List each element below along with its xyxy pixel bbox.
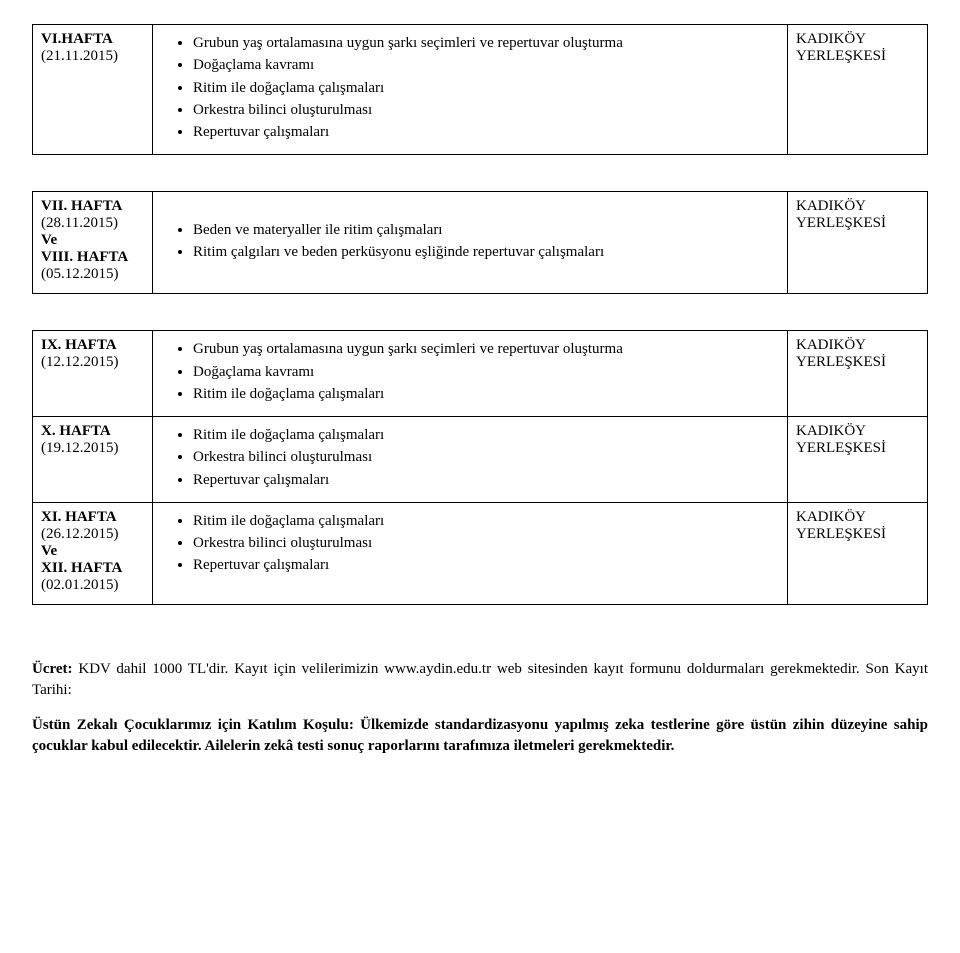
- schedule-table: VI.HAFTA(21.11.2015) Grubun yaş ortalamas…: [32, 24, 928, 155]
- week-label: X. HAFTA: [41, 423, 144, 440]
- week-label: VI.HAFTA: [41, 31, 144, 48]
- schedule-table: IX. HAFTA(12.12.2015) Grubun yaş ortalama…: [32, 330, 928, 605]
- week-label: XI. HAFTA: [41, 509, 144, 526]
- location-text: KADIKÖY: [796, 423, 919, 440]
- week-label: XII. HAFTA: [41, 560, 144, 577]
- table-row: XI. HAFTA(26.12.2015)VeXII. HAFTA(02.01.…: [33, 502, 928, 604]
- schedule-table: VII. HAFTA(28.11.2015)VeVIII. HAFTA(05.1…: [32, 191, 928, 294]
- bullet-item: Ritim ile doğaçlama çalışmaları: [193, 511, 779, 531]
- bullet-list: Ritim ile doğaçlama çalışmalarıOrkestra …: [161, 511, 779, 576]
- bullet-item: Beden ve materyaller ile ritim çalışmala…: [193, 220, 779, 240]
- location-cell: KADIKÖYYERLEŞKESİ: [788, 417, 928, 503]
- bullet-item: Ritim ile doğaçlama çalışmaları: [193, 78, 779, 98]
- week-cell: VII. HAFTA(28.11.2015)VeVIII. HAFTA(05.1…: [33, 192, 153, 294]
- location-text: KADIKÖY: [796, 509, 919, 526]
- week-label: VIII. HAFTA: [41, 249, 144, 266]
- bullet-item: Ritim ile doğaçlama çalışmaları: [193, 425, 779, 445]
- location-text: KADIKÖY: [796, 198, 919, 215]
- bullet-item: Repertuvar çalışmaları: [193, 555, 779, 575]
- table-row: IX. HAFTA(12.12.2015) Grubun yaş ortalama…: [33, 331, 928, 417]
- schedule-tables: VI.HAFTA(21.11.2015) Grubun yaş ortalamas…: [32, 24, 928, 605]
- location-text: YERLEŞKESİ: [796, 526, 919, 543]
- table-row: VII. HAFTA(28.11.2015)VeVIII. HAFTA(05.1…: [33, 192, 928, 294]
- location-text: YERLEŞKESİ: [796, 354, 919, 371]
- bullet-list: Grubun yaş ortalamasına uygun şarkı seçi…: [161, 339, 779, 404]
- table-gap: [32, 155, 928, 191]
- week-label: VII. HAFTA: [41, 198, 144, 215]
- footer-paragraph-condition: Üstün Zekalı Çocuklarımız için Katılım K…: [32, 715, 928, 757]
- location-cell: KADIKÖYYERLEŞKESİ: [788, 25, 928, 155]
- bullet-item: Grubun yaş ortalamasına uygun şarkı seçi…: [193, 33, 779, 53]
- fee-text: KDV dahil 1000 TL'dir. Kayıt için velile…: [32, 661, 928, 698]
- location-text: YERLEŞKESİ: [796, 215, 919, 232]
- bullet-item: Orkestra bilinci oluşturulması: [193, 100, 779, 120]
- content-cell: Ritim ile doğaçlama çalışmalarıOrkestra …: [153, 502, 788, 604]
- week-label: Ve: [41, 543, 144, 560]
- table-row: VI.HAFTA(21.11.2015) Grubun yaş ortalamas…: [33, 25, 928, 155]
- week-label: Ve: [41, 232, 144, 249]
- location-text: YERLEŞKESİ: [796, 48, 919, 65]
- location-text: KADIKÖY: [796, 31, 919, 48]
- location-cell: KADIKÖYYERLEŞKESİ: [788, 502, 928, 604]
- week-date: (05.12.2015): [41, 266, 144, 283]
- bullet-item: Ritim ile doğaçlama çalışmaları: [193, 384, 779, 404]
- location-cell: KADIKÖYYERLEŞKESİ: [788, 331, 928, 417]
- bullet-list: Grubun yaş ortalamasına uygun şarkı seçi…: [161, 33, 779, 142]
- location-text: YERLEŞKESİ: [796, 440, 919, 457]
- table-row: X. HAFTA(19.12.2015)Ritim ile doğaçlama …: [33, 417, 928, 503]
- week-date: (26.12.2015): [41, 526, 144, 543]
- week-date: (12.12.2015): [41, 354, 144, 371]
- bullet-item: Grubun yaş ortalamasına uygun şarkı seçi…: [193, 339, 779, 359]
- week-cell: XI. HAFTA(26.12.2015)VeXII. HAFTA(02.01.…: [33, 502, 153, 604]
- week-cell: VI.HAFTA(21.11.2015): [33, 25, 153, 155]
- content-cell: Grubun yaş ortalamasına uygun şarkı seçi…: [153, 331, 788, 417]
- content-cell: Ritim ile doğaçlama çalışmalarıOrkestra …: [153, 417, 788, 503]
- week-date: (02.01.2015): [41, 577, 144, 594]
- bullet-item: Doğaçlama kavramı: [193, 362, 779, 382]
- week-label: IX. HAFTA: [41, 337, 144, 354]
- week-date: (28.11.2015): [41, 215, 144, 232]
- week-date: (21.11.2015): [41, 48, 144, 65]
- bullet-item: Orkestra bilinci oluşturulması: [193, 447, 779, 467]
- location-text: KADIKÖY: [796, 337, 919, 354]
- bullet-item: Ritim çalgıları ve beden perküsyonu eşli…: [193, 242, 779, 262]
- bullet-item: Repertuvar çalışmaları: [193, 470, 779, 490]
- bullet-item: Doğaçlama kavramı: [193, 55, 779, 75]
- bullet-item: Orkestra bilinci oluşturulması: [193, 533, 779, 553]
- table-gap: [32, 294, 928, 330]
- bullet-list: Beden ve materyaller ile ritim çalışmala…: [161, 220, 779, 263]
- footer-paragraph-fee: Ücret: KDV dahil 1000 TL'dir. Kayıt için…: [32, 659, 928, 701]
- bullet-item: Repertuvar çalışmaları: [193, 122, 779, 142]
- week-cell: X. HAFTA(19.12.2015): [33, 417, 153, 503]
- location-cell: KADIKÖYYERLEŞKESİ: [788, 192, 928, 294]
- content-cell: Grubun yaş ortalamasına uygun şarkı seçi…: [153, 25, 788, 155]
- week-cell: IX. HAFTA(12.12.2015): [33, 331, 153, 417]
- content-cell: Beden ve materyaller ile ritim çalışmala…: [153, 192, 788, 294]
- footer-text: Ücret: KDV dahil 1000 TL'dir. Kayıt için…: [32, 659, 928, 757]
- fee-label: Ücret:: [32, 661, 73, 677]
- bullet-list: Ritim ile doğaçlama çalışmalarıOrkestra …: [161, 425, 779, 490]
- week-date: (19.12.2015): [41, 440, 144, 457]
